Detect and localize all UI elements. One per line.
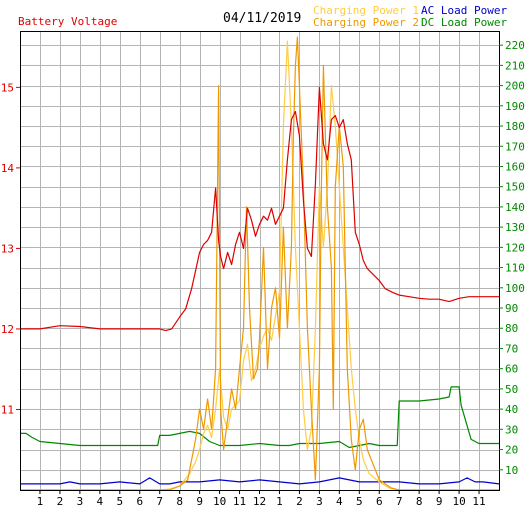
x-tick-label: 6 xyxy=(376,495,383,508)
x-tick-label: 12 xyxy=(253,495,266,508)
x-tick-label: 4 xyxy=(336,495,343,508)
x-tick-label: 9 xyxy=(196,495,203,508)
legend-charging-power-2: Charging Power 2 xyxy=(313,16,419,29)
legend-dc-load-power: DC Load Power xyxy=(421,16,508,29)
right-tick-label: 220 xyxy=(505,39,525,52)
x-tick-label: 2 xyxy=(296,495,303,508)
x-tick-label: 8 xyxy=(416,495,423,508)
legend-charging-power-1: Charging Power 1 xyxy=(313,4,419,17)
right-tick-label: 140 xyxy=(505,201,525,214)
right-tick-label: 80 xyxy=(505,322,518,335)
legend-ac-load-power: AC Load Power xyxy=(421,4,508,17)
left-tick-label: 11 xyxy=(1,403,14,416)
x-tick-label: 8 xyxy=(176,495,183,508)
right-tick-label: 210 xyxy=(505,59,525,72)
grid-lines xyxy=(20,31,500,490)
x-tick-label: 5 xyxy=(356,495,363,508)
right-tick-label: 130 xyxy=(505,221,525,234)
right-tick-label: 160 xyxy=(505,160,525,173)
x-tick-label: 9 xyxy=(436,495,443,508)
right-tick-label: 100 xyxy=(505,282,525,295)
right-tick-label: 120 xyxy=(505,241,525,254)
x-axis-ticks: 1 2 3 4 5 6 7 8 9 10 11 12 1 2 3 4 5 6 7 8 9 10 11 xyxy=(37,490,486,508)
right-tick-label: 70 xyxy=(505,342,518,355)
x-tick-label: 7 xyxy=(396,495,403,508)
left-axis-ticks: 11 12 13 14 15 xyxy=(1,81,20,416)
series-line-charging-power-1 xyxy=(20,40,499,491)
right-tick-label: 90 xyxy=(505,302,518,315)
x-tick-label: 10 xyxy=(213,495,226,508)
left-tick-label: 13 xyxy=(1,242,14,255)
series-line-dc-load-power xyxy=(20,386,499,449)
series-line-ac-load-power xyxy=(20,477,500,485)
left-tick-label: 14 xyxy=(1,162,15,175)
right-tick-label: 170 xyxy=(505,140,525,153)
x-tick-label: 1 xyxy=(276,495,283,508)
right-tick-label: 190 xyxy=(505,100,525,113)
battery-voltage-label: Battery Voltage xyxy=(18,15,118,28)
right-tick-label: 30 xyxy=(505,423,518,436)
right-tick-label: 110 xyxy=(505,262,525,275)
chart-date: 04/11/2019 xyxy=(223,11,302,26)
x-tick-label: 3 xyxy=(316,495,323,508)
right-tick-label: 60 xyxy=(505,363,518,376)
right-tick-label: 20 xyxy=(505,444,518,457)
right-axis-ticks: 10 20 30 40 50 60 70 80 90 100 110 120 130 140 150 160 1… xyxy=(499,39,525,477)
series-line-charging-power-2 xyxy=(20,36,499,491)
x-tick-label: 1 xyxy=(37,495,44,508)
right-tick-label: 10 xyxy=(505,464,518,477)
x-tick-label: 10 xyxy=(452,495,465,508)
right-tick-label: 40 xyxy=(505,403,518,416)
x-tick-label: 5 xyxy=(116,495,123,508)
right-tick-label: 200 xyxy=(505,80,525,93)
plot-area xyxy=(20,31,500,491)
right-tick-label: 150 xyxy=(505,181,525,194)
right-tick-label: 50 xyxy=(505,383,518,396)
x-tick-label: 4 xyxy=(97,495,104,508)
x-tick-label: 7 xyxy=(156,495,163,508)
series-lines xyxy=(20,36,500,491)
x-tick-label: 2 xyxy=(57,495,64,508)
x-tick-label: 3 xyxy=(77,495,84,508)
right-tick-label: 180 xyxy=(505,120,525,133)
left-tick-label: 15 xyxy=(1,81,14,94)
x-tick-label: 6 xyxy=(136,495,143,508)
left-tick-label: 12 xyxy=(1,323,14,336)
x-tick-label: 11 xyxy=(233,495,246,508)
series-line-battery-voltage xyxy=(20,86,499,332)
x-tick-label: 11 xyxy=(472,495,485,508)
